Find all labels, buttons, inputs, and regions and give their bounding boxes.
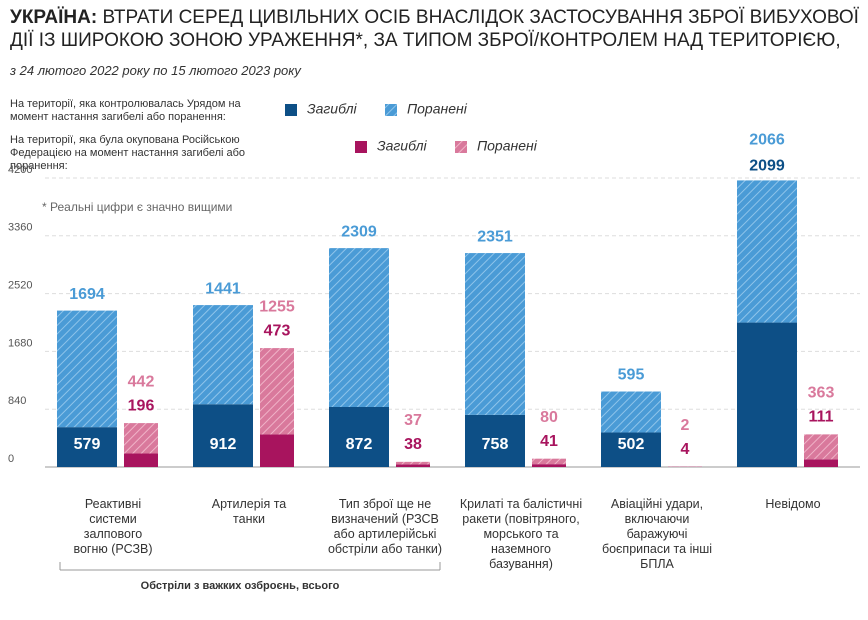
value-label: 442: [128, 373, 155, 390]
legend-swatch: [385, 104, 397, 116]
y-tick-label: 3360: [8, 222, 32, 234]
legend-swatch: [355, 141, 367, 153]
bar-segment: [396, 464, 430, 467]
bar-segment: [601, 391, 661, 433]
bar-segment: [124, 453, 158, 467]
value-label: 473: [264, 322, 291, 339]
value-label: 41: [540, 433, 558, 450]
value-label: 1441: [205, 280, 241, 297]
value-label: 4: [681, 441, 690, 458]
value-label: 80: [540, 409, 558, 426]
value-label: 2: [681, 417, 690, 434]
y-tick-label: 4200: [8, 164, 32, 176]
legend-label: Поранені: [477, 138, 538, 154]
bar-segment: [260, 434, 294, 467]
title-prefix: УКРАЇНА:: [10, 7, 98, 28]
legend-label: Поранені: [407, 101, 468, 117]
bar-segment: [532, 464, 566, 467]
x-tick-label: Тип зброї ще не визначений (РЗСВ або арт…: [327, 497, 442, 556]
legend-swatch: [455, 141, 467, 153]
value-label: 2066: [749, 132, 785, 149]
subtitle: з 24 лютого 2022 року по 15 лютого 2023 …: [10, 63, 301, 78]
legend-group: На території, яка контролювалась Урядом …: [10, 98, 241, 123]
bracket-label: Обстріли з важких озброєнь, всього: [141, 580, 340, 592]
bar-segment: [329, 406, 389, 467]
value-label: 1694: [69, 286, 105, 303]
bar-segment: [193, 305, 253, 405]
bar-segment: [804, 459, 838, 467]
bar-segment: [532, 458, 566, 465]
x-tick-label: Артилерія та танки: [211, 497, 287, 526]
bar-segment: [737, 180, 797, 323]
value-label: 1255: [259, 298, 295, 315]
value-label: 363: [808, 385, 835, 402]
x-tick-label: Авіаційні удари, включаючи баражуючі боє…: [601, 497, 713, 571]
value-label: 2309: [341, 223, 377, 240]
x-tick-label: Крилаті та балістичні ракети (повітряног…: [459, 497, 583, 571]
bar-segment: [124, 423, 158, 454]
legend-label: Загиблі: [377, 138, 428, 154]
y-tick-label: 2520: [8, 280, 32, 292]
value-label: 2351: [477, 228, 513, 245]
value-label: 595: [618, 367, 645, 384]
value-label: 111: [809, 409, 834, 426]
bar-segment: [329, 248, 389, 407]
value-label: 912: [210, 436, 237, 453]
bar-segment: [193, 404, 253, 467]
note: * Реальні цифри є значно вищими: [42, 200, 232, 214]
value-label: 579: [74, 436, 101, 453]
legend-swatch: [285, 104, 297, 116]
value-label: 502: [618, 436, 645, 453]
value-label: 2099: [749, 158, 785, 175]
y-tick-label: 840: [8, 395, 26, 407]
bar-segment: [396, 461, 430, 465]
bar-segment: [601, 432, 661, 467]
bar-segment: [57, 310, 117, 428]
bar-segment: [737, 322, 797, 467]
bar-segment: [804, 434, 838, 460]
x-tick-label: Реактивні системи залпового вогню (РСЗВ): [73, 497, 153, 556]
bar-segment: [465, 414, 525, 467]
bar-segment: [465, 253, 525, 415]
value-label: 37: [404, 412, 422, 429]
legend-label: Загиблі: [307, 101, 358, 117]
chart-title: ВТРАТИ СЕРЕД ЦИВІЛЬНИХ ОСІБ ВНАСЛІДОК ЗА…: [10, 7, 859, 51]
value-label: 872: [346, 436, 373, 453]
legend-group: На території, яка була окупована Російсь…: [10, 134, 246, 172]
bar-segment: [260, 348, 294, 435]
bar-segment: [57, 427, 117, 467]
x-tick-label: Невідомо: [765, 497, 821, 511]
title-block: УКРАЇНА: ВТРАТИ СЕРЕД ЦИВІЛЬНИХ ОСІБ ВНА…: [10, 6, 860, 52]
value-label: 758: [482, 436, 509, 453]
value-label: 38: [404, 436, 422, 453]
y-tick-label: 1680: [8, 337, 32, 349]
y-tick-label: 0: [8, 453, 14, 465]
value-label: 196: [128, 397, 155, 414]
